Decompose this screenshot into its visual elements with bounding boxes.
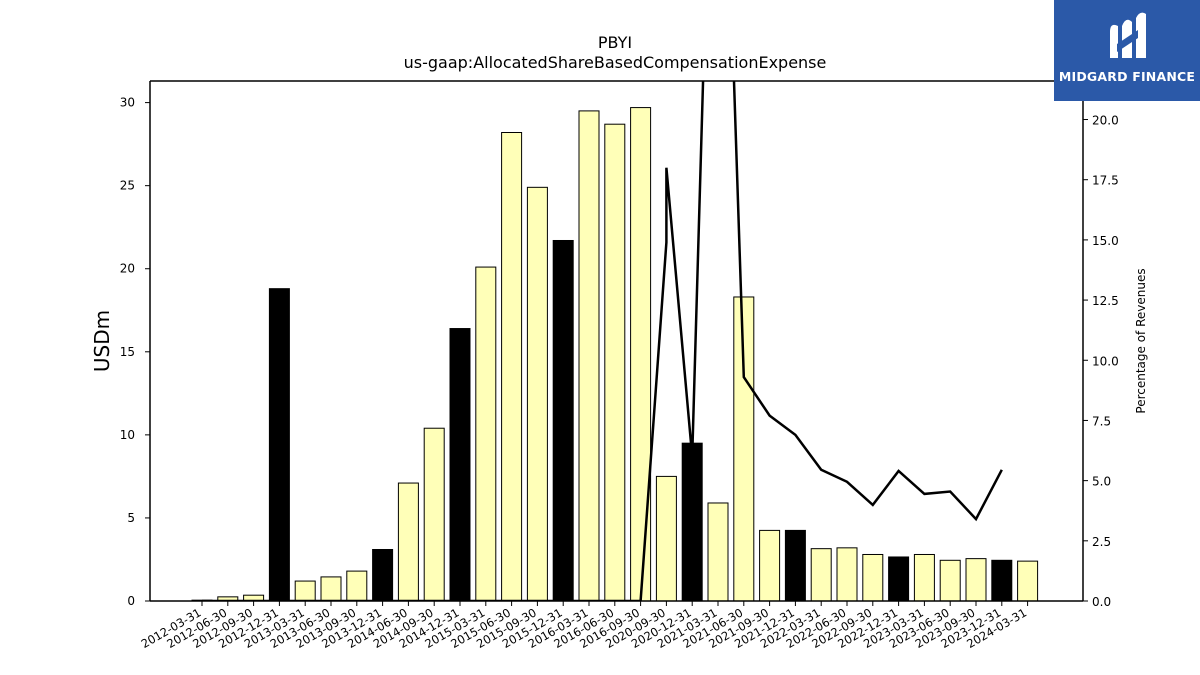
y2-tick-label: 5.0 <box>1092 475 1111 489</box>
y-tick-label: 15 <box>120 345 135 359</box>
y-axis-label: USDm <box>90 310 114 372</box>
bar <box>707 502 729 602</box>
y-tick-label: 5 <box>127 511 135 525</box>
bar <box>991 559 1013 602</box>
bar <box>449 328 471 602</box>
bar <box>578 110 600 602</box>
y-tick-label: 10 <box>120 428 135 442</box>
bar <box>1017 560 1039 602</box>
bar <box>681 442 703 602</box>
y2-tick-label: 17.5 <box>1092 174 1119 188</box>
bar <box>965 558 987 602</box>
bar <box>836 547 858 602</box>
bar <box>423 427 445 602</box>
bar <box>501 132 523 602</box>
y-tick-label: 0 <box>127 594 135 608</box>
bar <box>552 239 574 602</box>
bar <box>268 288 290 602</box>
axes-layer: 0 5 10 15 20 25 30 0.0 2.5 5.0 7.5 10.0 12.5 15.0 17.5… <box>120 80 1119 651</box>
bar <box>759 529 781 602</box>
y2-tick-label: 12.5 <box>1092 294 1119 308</box>
y-tick-label: 20 <box>120 262 135 276</box>
y-tick-label: 25 <box>120 179 135 193</box>
bar <box>913 553 935 602</box>
y2-axis-label: Percentage of Revenues <box>1134 268 1148 413</box>
bar <box>784 529 806 602</box>
bars-layer <box>191 107 1039 602</box>
bar <box>475 266 497 602</box>
ratio-series-line <box>202 81 1003 601</box>
chart-subtitle: us-gaap:AllocatedShareBasedCompensationE… <box>404 53 827 72</box>
y2-tick-label: 15.0 <box>1092 234 1119 248</box>
bar <box>526 186 548 602</box>
bar <box>862 553 884 602</box>
y2-tick-label: 7.5 <box>1092 414 1111 428</box>
midgard-finance-logo: MIDGARD FINANCE <box>1054 0 1200 101</box>
bar <box>397 482 419 602</box>
y2-tick-label: 10.0 <box>1092 354 1119 368</box>
y-tick-label: 30 <box>120 96 135 110</box>
y2-tick-label: 20.0 <box>1092 114 1119 128</box>
bar <box>888 556 910 602</box>
line-layer <box>202 81 1003 601</box>
bar <box>630 107 652 602</box>
bar <box>939 559 961 602</box>
midgard-logo-mark-icon <box>1110 12 1146 59</box>
chart-title: PBYI <box>598 33 632 52</box>
y2-tick-label: 2.5 <box>1092 535 1111 549</box>
bar <box>810 548 832 602</box>
bar <box>372 548 394 602</box>
bar <box>320 576 342 602</box>
bar <box>604 123 626 602</box>
bar <box>294 580 316 602</box>
y2-tick-label: 0.0 <box>1092 595 1111 609</box>
logo-text: MIDGARD FINANCE <box>1058 69 1196 84</box>
bar <box>655 475 677 602</box>
bar <box>346 570 368 602</box>
